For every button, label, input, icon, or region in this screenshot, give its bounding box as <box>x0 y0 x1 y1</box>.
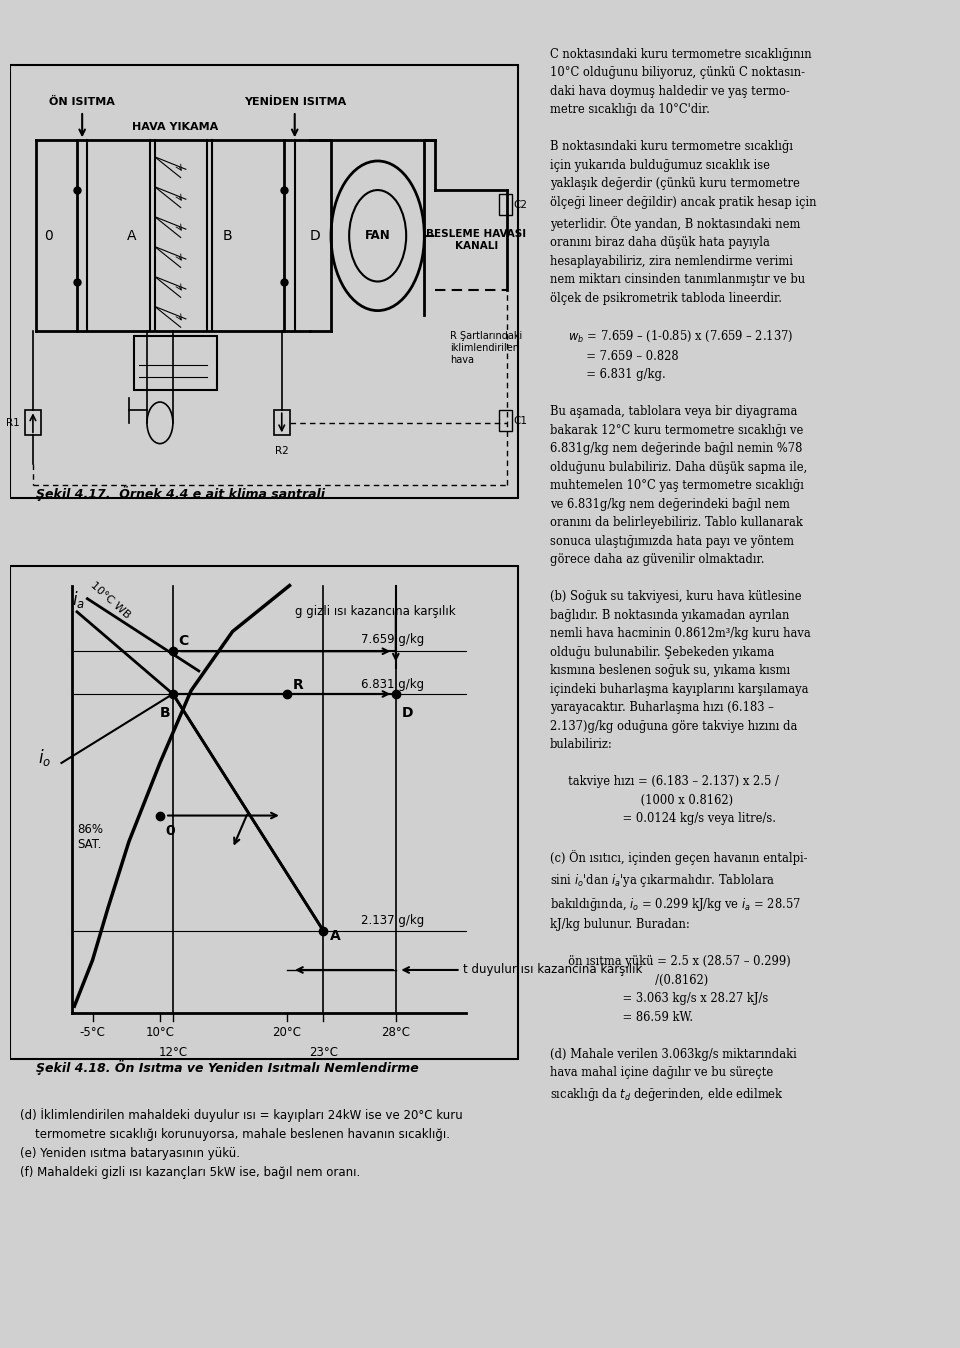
Text: HAVA YIKAMA: HAVA YIKAMA <box>132 121 219 132</box>
Text: A: A <box>127 229 136 243</box>
Text: 23°C: 23°C <box>309 1046 338 1058</box>
Text: 2.137 g/kg: 2.137 g/kg <box>361 914 424 927</box>
Text: 20°C: 20°C <box>273 1026 301 1039</box>
Text: C: C <box>179 634 188 647</box>
Text: Şekil 4.17.  Örnek 4.4 e ait klima santrali: Şekil 4.17. Örnek 4.4 e ait klima santra… <box>36 487 324 501</box>
Text: 86%
SAT.: 86% SAT. <box>77 824 103 852</box>
Text: Şekil 4.18. Ön Isıtma ve Yeniden Isıtmalı Nemlendirme: Şekil 4.18. Ön Isıtma ve Yeniden Isıtmal… <box>36 1060 419 1076</box>
Text: $i_a$: $i_a$ <box>72 589 84 611</box>
Bar <box>499 410 513 431</box>
Bar <box>274 410 290 435</box>
Text: 6.831 g/kg: 6.831 g/kg <box>361 678 424 690</box>
Text: 10°C WB: 10°C WB <box>88 580 132 620</box>
Text: 28°C: 28°C <box>381 1026 410 1039</box>
Text: ÖN ISITMA: ÖN ISITMA <box>49 97 115 106</box>
Text: -5°C: -5°C <box>80 1026 106 1039</box>
Text: 10°C: 10°C <box>145 1026 175 1039</box>
Text: R2: R2 <box>275 446 289 456</box>
Bar <box>10 66 517 497</box>
Text: 12°C: 12°C <box>158 1046 187 1058</box>
Bar <box>134 336 217 390</box>
Text: 0: 0 <box>165 824 175 838</box>
Bar <box>25 410 40 435</box>
Text: R1: R1 <box>6 418 20 427</box>
Text: $i_o$: $i_o$ <box>38 747 51 768</box>
Text: A: A <box>329 929 340 944</box>
Text: t duyulur ısı kazancına karşılık: t duyulur ısı kazancına karşılık <box>464 964 642 976</box>
Text: g gizli ısı kazancına karşılık: g gizli ısı kazancına karşılık <box>295 605 455 619</box>
Text: R: R <box>293 678 304 692</box>
Text: 0: 0 <box>44 229 53 243</box>
Text: D: D <box>310 229 321 243</box>
Text: B: B <box>223 229 232 243</box>
Text: C2: C2 <box>514 200 527 210</box>
Text: B: B <box>160 706 171 720</box>
Text: D: D <box>402 706 414 720</box>
Text: FAN: FAN <box>365 229 391 243</box>
Text: (d) İklimlendirilen mahaldeki duyulur ısı = kayıpları 24kW ise ve 20°C kuru
    : (d) İklimlendirilen mahaldeki duyulur ıs… <box>20 1108 463 1180</box>
Text: YENİDEN ISITMA: YENİDEN ISITMA <box>244 97 346 106</box>
Bar <box>499 194 513 216</box>
Text: BESLEME HAVASI
KANALI: BESLEME HAVASI KANALI <box>426 229 526 251</box>
Text: 7.659 g/kg: 7.659 g/kg <box>361 634 424 646</box>
Text: C1: C1 <box>514 417 527 426</box>
Text: C noktasındaki kuru termometre sıcaklığının
10°C olduğunu biliyoruz, çünkü C nok: C noktasındaki kuru termometre sıcaklığı… <box>550 49 817 1103</box>
Text: R Şartlarındaki
iklimlendirilen
hava: R Şartlarındaki iklimlendirilen hava <box>450 332 522 364</box>
